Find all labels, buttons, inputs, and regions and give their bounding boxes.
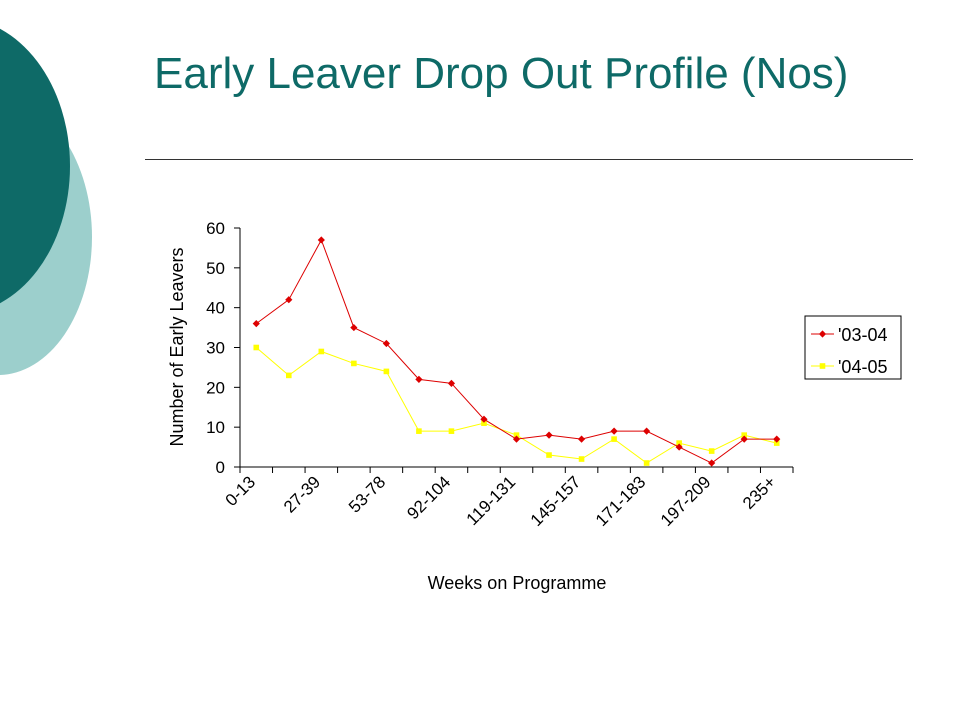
legend-swatch-marker xyxy=(819,363,826,369)
data-point xyxy=(773,435,781,443)
legend-entry: '03-04 xyxy=(811,325,887,345)
data-point xyxy=(383,368,390,375)
legend-label: '04-05 xyxy=(838,357,887,377)
y-tick-label: 10 xyxy=(206,418,225,437)
data-point xyxy=(253,344,260,351)
x-tick-label: 171-183 xyxy=(592,472,650,530)
series-layer xyxy=(252,236,781,467)
x-tick-label: 0-13 xyxy=(222,472,259,509)
data-point xyxy=(741,432,748,438)
slide-title: Early Leaver Drop Out Profile (Nos) xyxy=(154,49,849,98)
data-point xyxy=(448,428,455,434)
x-tick-label: 92-104 xyxy=(403,472,454,523)
data-point xyxy=(351,360,357,367)
y-tick-label: 50 xyxy=(206,259,225,278)
data-point xyxy=(480,415,488,423)
y-tick-label: 40 xyxy=(206,299,225,318)
data-point xyxy=(447,379,456,387)
deco-dark-circle xyxy=(0,28,70,304)
x-tick-label: 27-39 xyxy=(280,472,324,516)
x-tick-label: 197-209 xyxy=(657,472,715,530)
data-point xyxy=(643,460,650,466)
legend-label: '03-04 xyxy=(838,325,887,345)
x-axis-title: Weeks on Programme xyxy=(428,573,607,593)
data-point xyxy=(285,372,292,379)
y-tick-label: 60 xyxy=(206,219,225,238)
chart-axes xyxy=(239,228,793,468)
x-tick-label: 119-131 xyxy=(463,472,520,529)
data-point xyxy=(481,420,487,426)
data-point xyxy=(708,459,716,467)
y-axis-title: Number of Early Leavers xyxy=(167,247,187,446)
data-point xyxy=(740,435,748,443)
data-point xyxy=(545,431,553,439)
data-point xyxy=(252,320,260,328)
data-point xyxy=(708,448,715,454)
data-point xyxy=(546,452,552,458)
data-point xyxy=(318,348,325,355)
data-point xyxy=(577,435,586,443)
series-1 xyxy=(253,344,780,466)
data-point xyxy=(773,440,780,446)
data-point xyxy=(676,440,682,446)
data-point xyxy=(415,375,423,383)
data-point xyxy=(610,427,618,435)
y-axis-ticks: 0 10 20 30 40 50 60 xyxy=(206,219,240,477)
data-point xyxy=(350,323,358,332)
y-tick-label: 30 xyxy=(206,339,225,358)
data-point xyxy=(513,432,520,438)
series-line xyxy=(255,238,777,464)
x-tick-label: 235+ xyxy=(739,472,780,513)
data-point xyxy=(285,296,293,304)
data-point xyxy=(611,436,617,442)
series-0 xyxy=(252,236,781,467)
legend-entry: '04-05 xyxy=(811,357,887,377)
x-tick-label: 53-78 xyxy=(345,472,389,516)
data-point xyxy=(512,435,521,443)
data-point xyxy=(382,339,390,348)
y-tick-label: 20 xyxy=(206,378,225,397)
y-tick-label: 0 xyxy=(216,458,225,477)
data-point xyxy=(317,236,325,244)
data-point xyxy=(643,427,651,435)
title-divider xyxy=(145,159,913,160)
legend: '03-04 '04-05 xyxy=(804,315,902,380)
series-line xyxy=(255,347,777,464)
x-tick-label: 145-157 xyxy=(527,472,585,530)
x-axis-ticks: 0-13 27-39 53-78 92-104 119-131 145-157 171-18… xyxy=(222,467,794,530)
data-point xyxy=(675,443,683,451)
legend-swatch-marker xyxy=(818,330,827,338)
data-point xyxy=(578,456,585,462)
data-point xyxy=(416,428,422,434)
